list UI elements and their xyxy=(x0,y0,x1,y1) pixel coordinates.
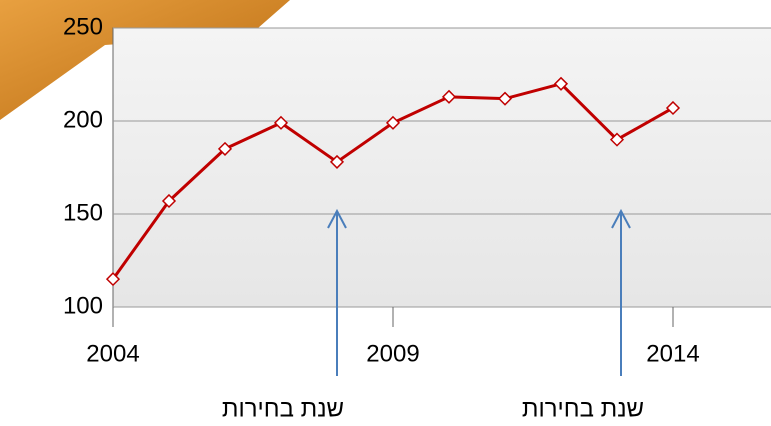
arrow-head xyxy=(611,208,631,229)
y-tick-label: 200 xyxy=(63,106,103,133)
annotation-text: שנת בחירות xyxy=(222,395,344,422)
point-marker xyxy=(609,132,625,147)
point-marker xyxy=(217,141,233,156)
point-marker xyxy=(441,89,457,104)
annotation-text: שנת בחירות xyxy=(522,395,644,422)
x-tick-label: 2004 xyxy=(86,340,139,367)
point-marker xyxy=(553,76,569,91)
point-marker xyxy=(665,100,681,116)
point-marker xyxy=(385,115,401,130)
y-tick-label: 150 xyxy=(63,199,103,226)
point-marker xyxy=(497,91,513,106)
x-tick-label: 2009 xyxy=(366,340,419,367)
plot-area xyxy=(112,27,771,308)
x-tick-label: 2014 xyxy=(646,340,699,367)
point-marker xyxy=(273,115,289,130)
arrow-head xyxy=(327,208,347,229)
point-marker xyxy=(105,272,121,287)
y-tick-label: 100 xyxy=(63,292,103,319)
y-tick-label: 250 xyxy=(63,13,103,40)
point-marker xyxy=(161,193,177,209)
point-marker xyxy=(329,154,345,169)
